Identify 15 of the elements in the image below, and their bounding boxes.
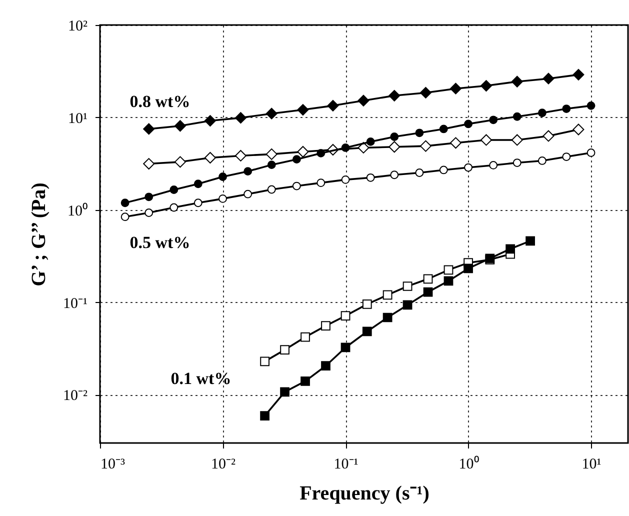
annotation: 0.5 wt%	[130, 233, 190, 252]
annotation: 0.1 wt%	[170, 369, 232, 388]
x-axis-title: Frequency (s⁻¹)	[300, 482, 430, 504]
x-tick-label: 10⁻¹	[334, 456, 358, 472]
y-tick-label: 10¹	[68, 110, 88, 127]
y-tick-label: 10⁰	[68, 202, 88, 220]
annotation: 0.8 wt%	[130, 92, 190, 111]
y-axis-title: G’ ; G’’ (Pa)	[28, 182, 50, 286]
x-tick-label: 10⁻³	[100, 456, 126, 472]
y-tick-label: 10²	[68, 18, 88, 34]
x-tick-label: 10¹	[582, 456, 602, 472]
y-tick-label: 10⁻¹	[63, 296, 88, 312]
y-tick-label: 10⁻²	[63, 388, 88, 404]
x-tick-label: 10⁰	[458, 456, 479, 472]
x-tick-label: 10⁻²	[211, 456, 236, 472]
